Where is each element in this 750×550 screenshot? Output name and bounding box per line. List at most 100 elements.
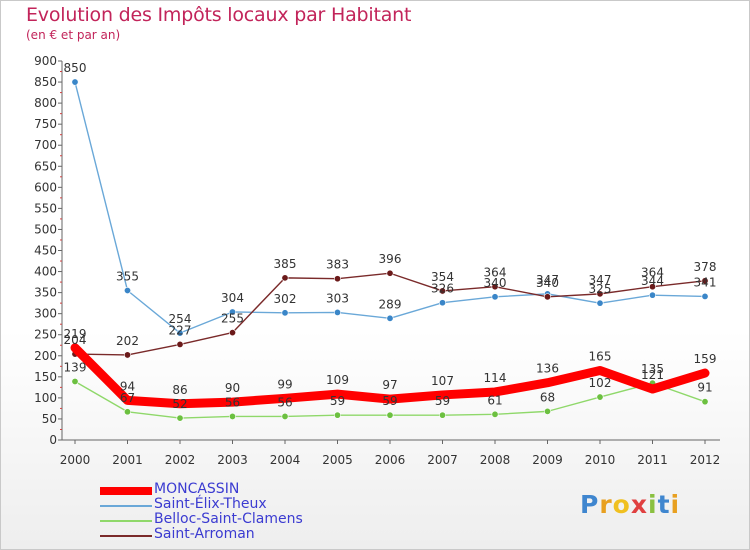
- data-label-1: 302: [274, 292, 297, 306]
- y-tick-label: 50: [42, 412, 57, 426]
- data-label-2: 61: [487, 393, 502, 407]
- data-label-3: 227: [169, 323, 192, 337]
- data-label-0: 121: [641, 368, 664, 382]
- data-label-2: 59: [382, 394, 397, 408]
- data-label-0: 219: [64, 327, 87, 341]
- logo-letter: i: [670, 490, 681, 519]
- series-point-3: [701, 277, 709, 285]
- x-tick-label: 2002: [165, 453, 196, 467]
- series-point-1: [386, 314, 394, 322]
- data-label-1: 326: [431, 282, 454, 296]
- data-label-3: 255: [221, 312, 244, 326]
- series-point-1: [176, 329, 184, 337]
- proxiti-logo: Proxiti: [580, 490, 680, 519]
- legend-swatch-saint-elix-theux: [100, 505, 152, 507]
- series-point-1: [438, 299, 446, 307]
- x-tick-label: 2012: [690, 453, 721, 467]
- x-tick-label: 2007: [427, 453, 458, 467]
- legend-swatch-saint-arroman: [100, 535, 152, 537]
- series-point-2: [71, 377, 79, 385]
- data-label-0: 97: [382, 378, 397, 392]
- data-label-3: 378: [694, 260, 717, 274]
- data-label-0: 86: [172, 383, 187, 397]
- chart-subtitle: (en € et par an): [26, 28, 121, 42]
- series-point-2: [176, 414, 184, 422]
- data-label-2: 67: [120, 391, 135, 405]
- y-tick-label: 450: [34, 244, 57, 258]
- series-point-3: [438, 287, 446, 295]
- y-tick-label: 900: [34, 54, 57, 68]
- y-tick-label: 400: [34, 265, 57, 279]
- y-tick-label: 350: [34, 286, 57, 300]
- data-label-0: 90: [225, 381, 240, 395]
- data-label-1: 304: [221, 291, 244, 305]
- x-tick-label: 2001: [112, 453, 143, 467]
- series-point-3: [491, 283, 499, 291]
- series-point-2: [386, 411, 394, 419]
- series-point-1: [648, 291, 656, 299]
- y-tick-label: 500: [34, 222, 57, 236]
- data-label-1: 254: [169, 312, 192, 326]
- data-label-1: 355: [116, 270, 139, 284]
- data-label-0: 94: [120, 379, 135, 393]
- series-point-3: [333, 275, 341, 283]
- x-tick-label: 2006: [375, 453, 406, 467]
- data-label-3: 396: [379, 252, 402, 266]
- data-label-2: 68: [540, 390, 555, 404]
- chart-title: Evolution des Impôts locaux par Habitant: [26, 4, 412, 26]
- x-tick-label: 2003: [217, 453, 248, 467]
- legend-label-saint-elix-theux: Saint-Élix-Theux: [154, 496, 267, 512]
- data-label-2: 135: [641, 362, 664, 376]
- data-label-0: 99: [277, 377, 292, 391]
- data-label-2: 59: [330, 394, 345, 408]
- data-label-2: 56: [225, 395, 240, 409]
- data-label-0: 136: [536, 362, 559, 376]
- x-tick-label: 2009: [532, 453, 563, 467]
- logo-letter: o: [612, 490, 631, 519]
- data-label-3: 364: [484, 266, 507, 280]
- line-chart: 0 50 100 150 200 250 300 350 400 450 500 550 600 650 7…: [34, 54, 721, 467]
- series-point-3: [124, 351, 132, 359]
- series-point-3: [543, 293, 551, 301]
- data-label-2: 52: [172, 397, 187, 411]
- data-label-3: 204: [64, 333, 87, 347]
- x-tick-label: 2011: [637, 453, 668, 467]
- series-line-0: [70, 343, 710, 409]
- y-tick-label: 700: [34, 138, 57, 152]
- series-point-2: [124, 408, 132, 416]
- series-point-3: [648, 283, 656, 291]
- logo-letter: t: [657, 490, 671, 519]
- data-label-3: 347: [589, 273, 612, 287]
- data-label-3: 202: [116, 334, 139, 348]
- legend-swatch-belloc-saint-clamens: [100, 520, 152, 522]
- series-point-1: [281, 309, 289, 317]
- y-tick-label: 100: [34, 391, 57, 405]
- series-point-2: [596, 393, 604, 401]
- series-point-1: [333, 308, 341, 316]
- series-point-3: [229, 329, 237, 337]
- y-tick-label: 600: [34, 180, 57, 194]
- series-point-2: [491, 410, 499, 418]
- y-tick-label: 800: [34, 96, 57, 110]
- y-tick-label: 0: [49, 433, 57, 447]
- series-point-1: [124, 287, 132, 295]
- series-point-1: [229, 308, 237, 316]
- series-point-1: [71, 78, 79, 86]
- data-label-1: 340: [484, 276, 507, 290]
- legend-swatch-moncassin: [100, 487, 152, 495]
- data-label-2: 102: [589, 376, 612, 390]
- series-point-2: [333, 411, 341, 419]
- y-tick-label: 750: [34, 117, 57, 131]
- y-tick-label: 650: [34, 159, 57, 173]
- data-label-1: 850: [64, 61, 87, 75]
- series-point-2: [281, 412, 289, 420]
- logo-letter: i: [648, 490, 658, 519]
- y-tick-label: 250: [34, 328, 57, 342]
- series-point-1: [701, 292, 709, 300]
- series-point-2: [229, 412, 237, 420]
- series-point-3: [596, 290, 604, 298]
- data-label-2: 59: [435, 394, 450, 408]
- data-label-1: 344: [641, 274, 664, 288]
- data-label-0: 109: [326, 373, 349, 387]
- data-label-1: 303: [326, 291, 349, 305]
